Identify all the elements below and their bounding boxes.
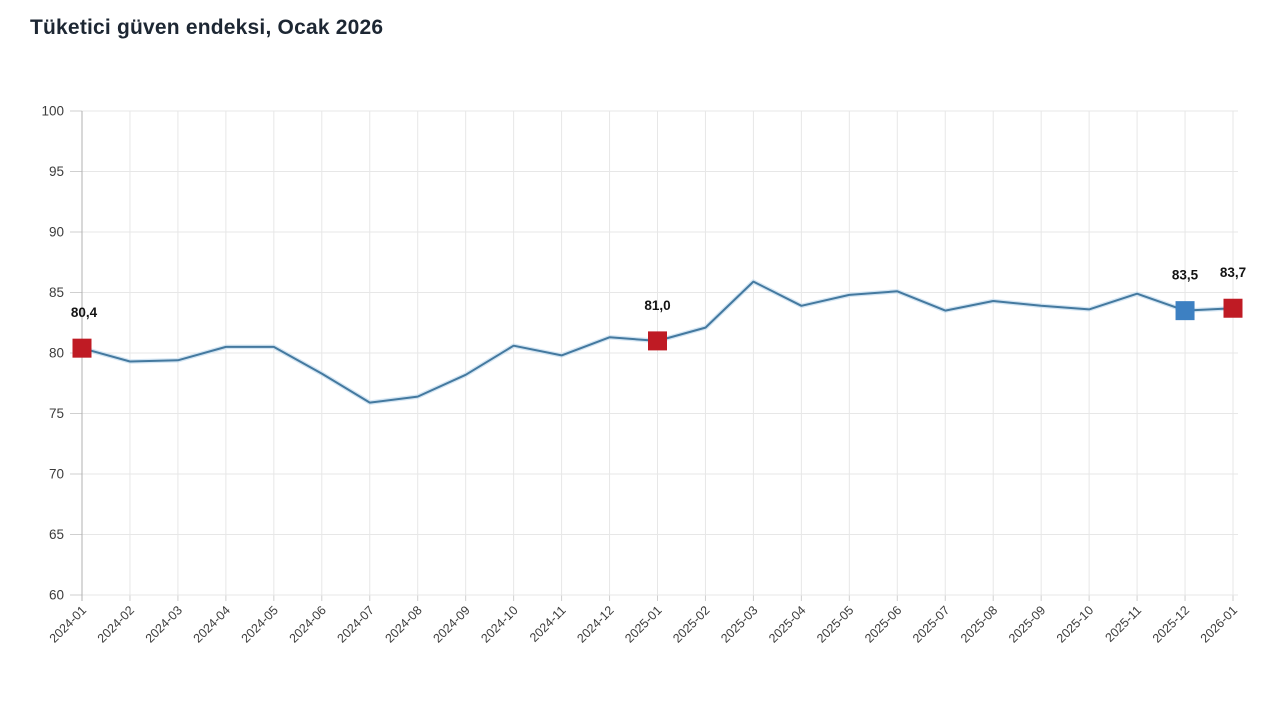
x-axis-label: 2024-07 bbox=[335, 603, 377, 645]
x-axis-label: 2025-09 bbox=[1006, 603, 1048, 645]
y-axis-label: 85 bbox=[49, 285, 64, 300]
x-axis-label: 2024-02 bbox=[95, 603, 137, 645]
x-axis-label: 2024-03 bbox=[143, 603, 185, 645]
data-point-marker bbox=[72, 338, 92, 358]
data-point-label: 81,0 bbox=[644, 298, 670, 313]
x-axis-label: 2025-02 bbox=[670, 603, 712, 645]
x-axis-label: 2024-10 bbox=[478, 603, 520, 645]
x-axis-label: 2024-01 bbox=[47, 603, 89, 645]
y-axis-label: 80 bbox=[49, 346, 64, 361]
x-axis-label: 2024-05 bbox=[239, 603, 281, 645]
x-axis-label: 2025-06 bbox=[862, 603, 904, 645]
data-point-label: 83,5 bbox=[1172, 268, 1199, 283]
chart-title: Tüketici güven endeksi, Ocak 2026 bbox=[30, 16, 384, 39]
x-axis-label: 2025-07 bbox=[910, 603, 952, 645]
x-axis-label: 2025-10 bbox=[1054, 603, 1096, 645]
x-axis-label: 2024-04 bbox=[191, 603, 233, 645]
x-axis-label: 2025-12 bbox=[1150, 603, 1192, 645]
x-axis-label: 2025-05 bbox=[814, 603, 856, 645]
data-point-label: 80,4 bbox=[71, 305, 98, 320]
y-axis-label: 60 bbox=[49, 588, 64, 603]
data-point-marker bbox=[1223, 298, 1243, 318]
x-axis-label: 2026-01 bbox=[1198, 603, 1240, 645]
data-point-marker bbox=[1175, 301, 1195, 321]
x-axis-label: 2024-11 bbox=[527, 603, 569, 645]
y-axis-label: 65 bbox=[49, 527, 64, 542]
x-axis-label: 2025-01 bbox=[622, 603, 664, 645]
x-axis-label: 2024-08 bbox=[382, 603, 424, 645]
x-axis-label: 2025-03 bbox=[718, 603, 760, 645]
y-axis-label: 90 bbox=[49, 225, 64, 240]
x-axis-label: 2025-11 bbox=[1103, 603, 1145, 645]
x-axis-label: 2024-09 bbox=[430, 603, 472, 645]
y-axis-label: 70 bbox=[49, 467, 64, 482]
y-axis-label: 75 bbox=[49, 406, 64, 421]
x-axis-label: 2025-08 bbox=[958, 603, 1000, 645]
y-axis-label: 100 bbox=[41, 104, 64, 119]
y-axis-label: 95 bbox=[49, 164, 64, 179]
x-axis-label: 2024-12 bbox=[574, 603, 616, 645]
x-axis-label: 2024-06 bbox=[287, 603, 329, 645]
x-axis-label: 2025-04 bbox=[766, 603, 808, 645]
data-point-label: 83,7 bbox=[1220, 265, 1246, 280]
data-point-marker bbox=[648, 331, 667, 351]
